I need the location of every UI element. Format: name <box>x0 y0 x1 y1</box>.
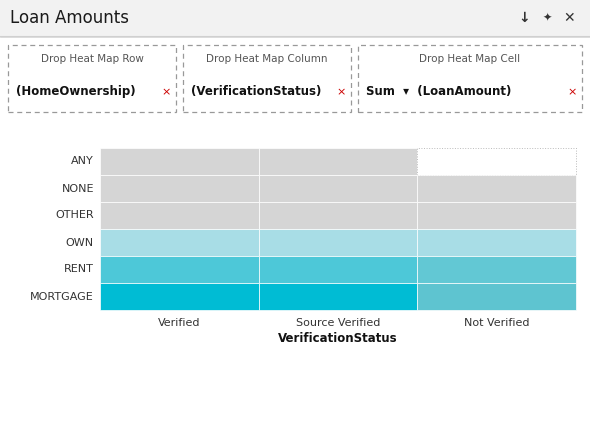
Bar <box>258 229 417 256</box>
Text: ↓: ↓ <box>518 11 530 25</box>
Text: Drop Heat Map Column: Drop Heat Map Column <box>206 54 328 64</box>
Text: Verified: Verified <box>158 318 201 328</box>
Bar <box>417 202 576 229</box>
Bar <box>258 202 417 229</box>
Text: MORTGAGE: MORTGAGE <box>30 292 94 301</box>
Text: Loan Amounts: Loan Amounts <box>10 9 129 27</box>
Text: ×: × <box>568 87 576 97</box>
Bar <box>258 283 417 310</box>
Text: ✦: ✦ <box>542 13 552 23</box>
Text: (HomeOwnership): (HomeOwnership) <box>16 85 136 99</box>
Text: Drop Heat Map Row: Drop Heat Map Row <box>41 54 143 64</box>
Text: (VerificationStatus): (VerificationStatus) <box>191 85 322 99</box>
Bar <box>100 256 258 283</box>
FancyBboxPatch shape <box>8 45 176 112</box>
Bar <box>417 283 576 310</box>
Text: ×: × <box>161 87 171 97</box>
FancyBboxPatch shape <box>358 45 582 112</box>
Bar <box>100 148 258 175</box>
Bar <box>100 229 258 256</box>
Text: NONE: NONE <box>61 184 94 194</box>
Bar <box>258 148 417 175</box>
Bar <box>258 256 417 283</box>
FancyBboxPatch shape <box>417 148 576 175</box>
Text: RENT: RENT <box>64 265 94 275</box>
Text: Not Verified: Not Verified <box>464 318 529 328</box>
Bar <box>100 175 258 202</box>
Bar <box>100 283 258 310</box>
Bar <box>0 0 590 36</box>
Text: Drop Heat Map Cell: Drop Heat Map Cell <box>419 54 520 64</box>
Text: Source Verified: Source Verified <box>296 318 380 328</box>
Text: Sum  ▾  (LoanAmount): Sum ▾ (LoanAmount) <box>366 85 512 99</box>
Bar <box>258 175 417 202</box>
Text: OWN: OWN <box>66 237 94 247</box>
Text: ANY: ANY <box>71 156 94 166</box>
Text: VerificationStatus: VerificationStatus <box>278 332 398 345</box>
Text: ✕: ✕ <box>563 11 575 25</box>
Bar <box>417 256 576 283</box>
Bar <box>100 202 258 229</box>
Text: ×: × <box>336 87 346 97</box>
Text: OTHER: OTHER <box>55 211 94 220</box>
FancyBboxPatch shape <box>183 45 351 112</box>
Bar <box>417 229 576 256</box>
Bar <box>417 175 576 202</box>
